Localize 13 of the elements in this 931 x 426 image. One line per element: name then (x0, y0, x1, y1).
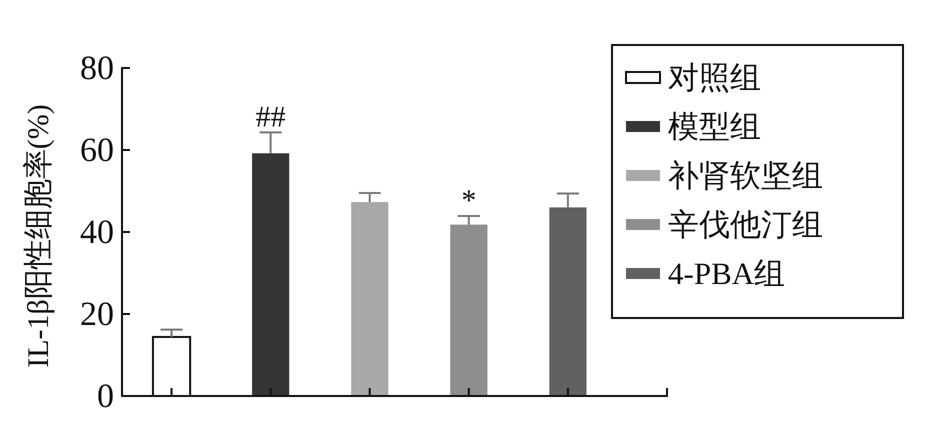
legend-label: 4-PBA组 (668, 256, 786, 291)
y-tick-label: 20 (80, 296, 114, 333)
y-tick-label: 60 (80, 132, 114, 169)
legend-label: 对照组 (668, 60, 761, 95)
y-tick-label: 40 (80, 214, 114, 251)
data-label: * (461, 184, 476, 218)
y-tick-label: 0 (97, 378, 114, 415)
legend-label: 辛伐他汀组 (668, 207, 823, 242)
y-tick-label: 80 (80, 50, 114, 87)
y-axis-title: IL-1β阳性细胞率(%) (22, 104, 55, 368)
legend-label: 补肾软坚组 (668, 158, 823, 193)
legend-label: 模型组 (668, 109, 761, 144)
data-label: ## (256, 100, 286, 134)
